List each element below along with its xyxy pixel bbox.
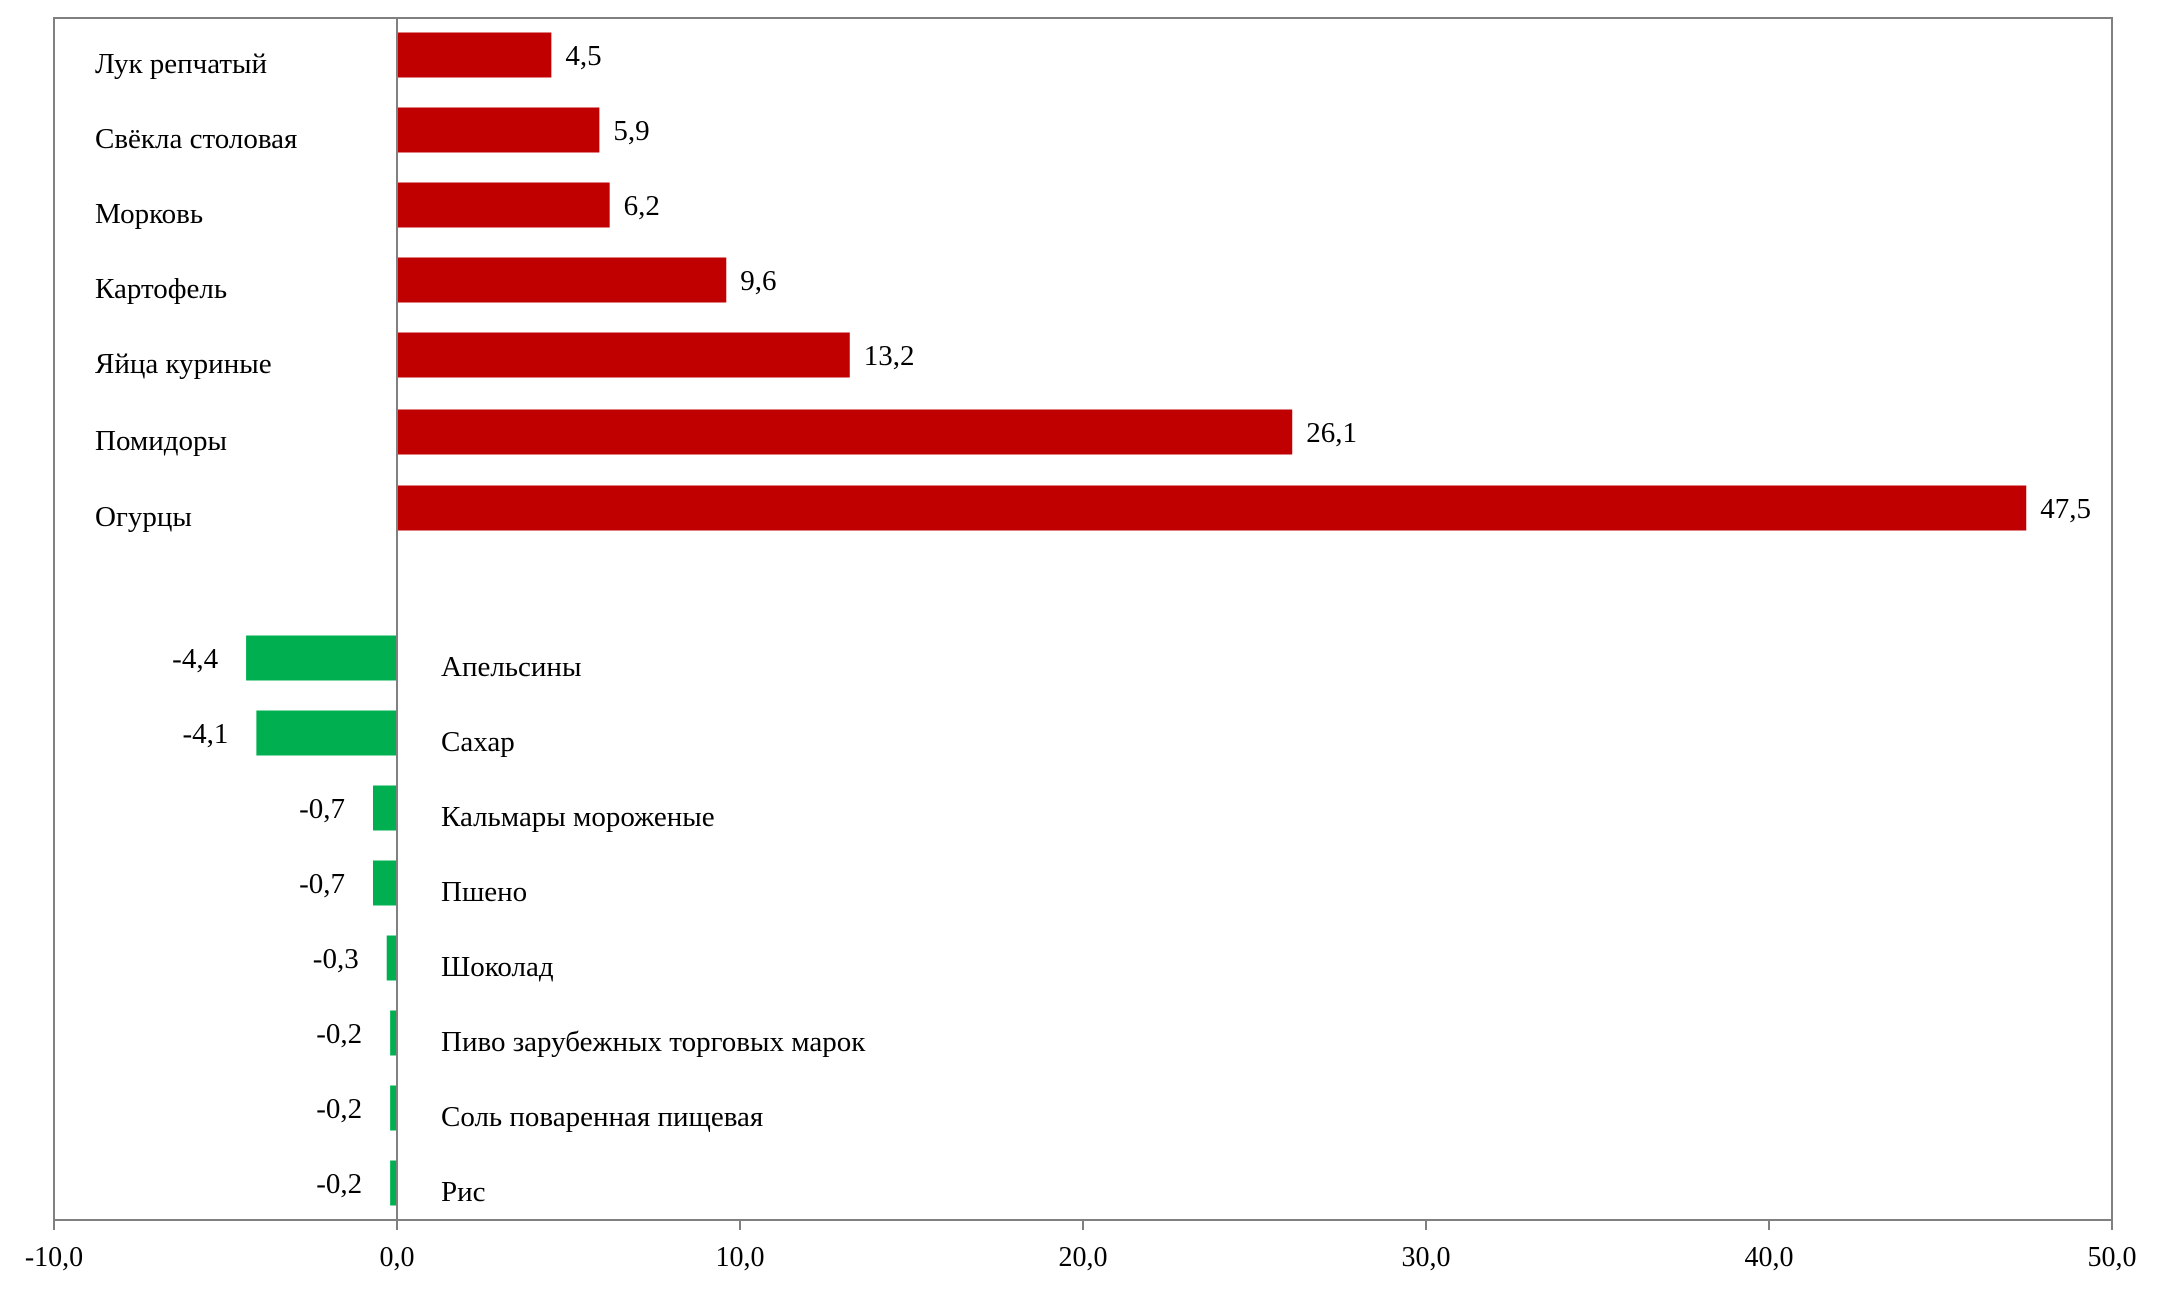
bar-value-label: 47,5	[2040, 493, 2091, 525]
labels-group: 4,5 Лук репчатый 5,9 Свёкла столовая 6,2 Морк…	[95, 40, 2091, 1208]
bar-value-label: -0,7	[299, 793, 345, 825]
category-label: Рис	[441, 1176, 486, 1208]
bar-value-label: -4,1	[182, 718, 228, 750]
category-label: Сахар	[441, 726, 515, 758]
category-label: Соль поваренная пищевая	[441, 1101, 763, 1133]
bar-value-label: -0,7	[299, 868, 345, 900]
category-label: Пшено	[441, 876, 527, 908]
bar-value-label: -4,4	[172, 643, 218, 675]
category-label: Свёкла столовая	[95, 123, 297, 155]
bar-increase	[397, 409, 1293, 455]
bar-decrease	[390, 1160, 397, 1206]
x-tick-label: 10,0	[716, 1242, 765, 1273]
category-label: Лук репчатый	[95, 48, 267, 80]
category-label: Пиво зарубежных торговых марок	[441, 1026, 866, 1058]
bar-decrease	[372, 860, 397, 906]
bar-decrease	[390, 1010, 397, 1056]
bar-value-label: 4,5	[565, 40, 601, 72]
plot-area-border	[53, 17, 2113, 1221]
bar-value-label: 5,9	[613, 115, 649, 147]
bar-value-label: -0,2	[316, 1168, 362, 1200]
bar-value-label: 9,6	[740, 265, 776, 297]
bar-decrease	[256, 710, 397, 756]
x-tick-label: 50,0	[2088, 1242, 2137, 1273]
bar-increase	[397, 485, 2027, 531]
bar-value-label: 13,2	[864, 340, 915, 372]
bar-increase	[397, 107, 600, 153]
category-label: Огурцы	[95, 501, 192, 533]
category-label: Яйца куриные	[95, 348, 272, 380]
category-label: Кальмары мороженые	[441, 801, 715, 833]
bar-decrease	[372, 785, 397, 831]
x-tick-label: -10,0	[25, 1242, 83, 1273]
bar-decrease	[390, 1085, 397, 1131]
bar-increase	[397, 182, 610, 228]
bar-value-label: 26,1	[1306, 417, 1357, 449]
x-tick-label: 40,0	[1745, 1242, 1794, 1273]
bar-decrease	[386, 935, 397, 981]
x-tick-label: 0,0	[380, 1242, 415, 1273]
bar-value-label: -0,3	[313, 943, 359, 975]
x-tick-label: 30,0	[1402, 1242, 1451, 1273]
bar-increase	[397, 257, 727, 303]
bar-decrease	[246, 635, 397, 681]
category-label: Помидоры	[95, 425, 227, 457]
category-label: Морковь	[95, 198, 203, 230]
x-tick-label: 20,0	[1059, 1242, 1108, 1273]
category-label: Шоколад	[441, 951, 554, 983]
bar-increase	[397, 32, 552, 78]
bar-value-label: -0,2	[316, 1093, 362, 1125]
bars-group	[246, 32, 2027, 1206]
category-label: Картофель	[95, 273, 227, 305]
category-label: Апельсины	[441, 651, 581, 683]
bar-value-label: 6,2	[624, 190, 660, 222]
x-axis: -10,0 0,0 10,0 20,0 30,0 40,0 50,0	[25, 1220, 2137, 1273]
bar-value-label: -0,2	[316, 1018, 362, 1050]
bar-increase	[397, 332, 850, 378]
